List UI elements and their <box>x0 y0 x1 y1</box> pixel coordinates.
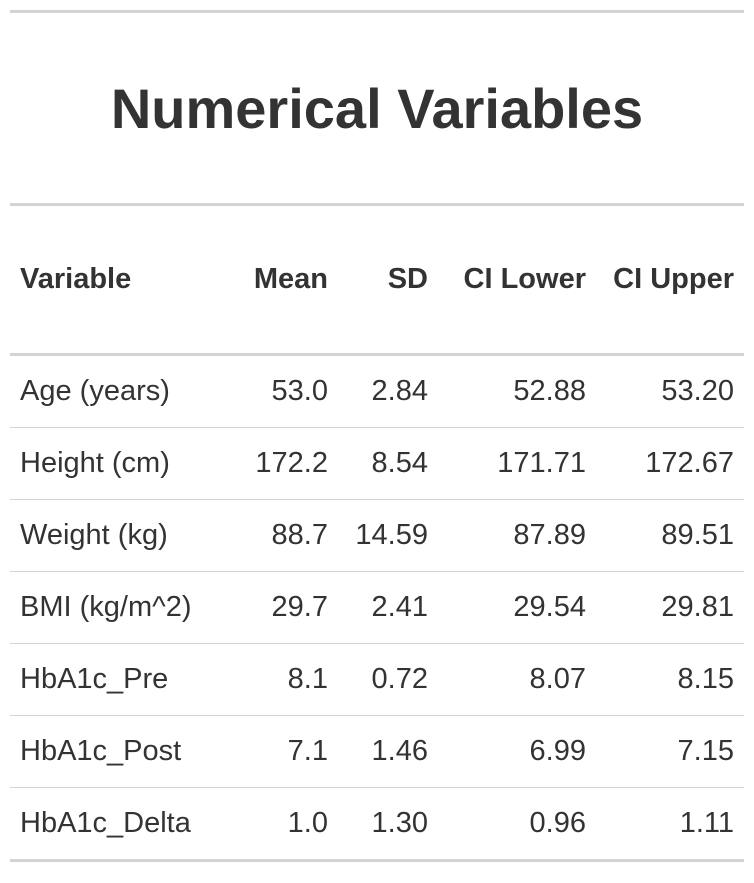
cell-ci-upper: 1.11 <box>596 787 744 862</box>
cell-mean: 1.0 <box>225 787 338 862</box>
top-rule <box>10 10 744 13</box>
cell-sd: 14.59 <box>338 499 438 572</box>
cell-ci-upper: 8.15 <box>596 643 744 716</box>
column-header-mean: Mean <box>225 206 338 356</box>
cell-ci-upper: 53.20 <box>596 354 744 428</box>
column-header-ci-upper: CI Upper <box>596 206 744 356</box>
cell-variable: Height (cm) <box>10 427 225 500</box>
cell-sd: 1.46 <box>338 715 438 788</box>
cell-variable: Age (years) <box>10 354 225 428</box>
table-title: Numerical Variables <box>110 76 644 140</box>
cell-variable: HbA1c_Post <box>10 715 225 788</box>
table-container: Numerical Variables Variable Mean SD CI … <box>10 10 744 862</box>
cell-ci-lower: 8.07 <box>438 643 596 716</box>
table-row: Age (years) 53.0 2.84 52.88 53.20 <box>10 354 744 428</box>
column-header-sd: SD <box>338 206 438 356</box>
cell-ci-lower: 87.89 <box>438 499 596 572</box>
table-row: BMI (kg/m^2) 29.7 2.41 29.54 29.81 <box>10 571 744 644</box>
cell-sd: 0.72 <box>338 643 438 716</box>
cell-mean: 29.7 <box>225 571 338 644</box>
table-row: Weight (kg) 88.7 14.59 87.89 89.51 <box>10 499 744 572</box>
cell-mean: 172.2 <box>225 427 338 500</box>
cell-mean: 88.7 <box>225 499 338 572</box>
table-row: HbA1c_Delta 1.0 1.30 0.96 1.11 <box>10 787 744 862</box>
numerical-variables-table: Variable Mean SD CI Lower CI Upper Age (… <box>10 206 744 862</box>
cell-variable: HbA1c_Delta <box>10 787 225 862</box>
cell-ci-lower: 0.96 <box>438 787 596 862</box>
column-header-variable: Variable <box>10 206 225 356</box>
cell-variable: HbA1c_Pre <box>10 643 225 716</box>
header-row: Variable Mean SD CI Lower CI Upper <box>10 206 744 356</box>
cell-ci-lower: 6.99 <box>438 715 596 788</box>
table-row: Height (cm) 172.2 8.54 171.71 172.67 <box>10 427 744 500</box>
cell-ci-upper: 29.81 <box>596 571 744 644</box>
title-rule <box>10 203 744 206</box>
cell-variable: BMI (kg/m^2) <box>10 571 225 644</box>
cell-ci-upper: 7.15 <box>596 715 744 788</box>
cell-ci-lower: 171.71 <box>438 427 596 500</box>
cell-sd: 2.84 <box>338 354 438 428</box>
cell-variable: Weight (kg) <box>10 499 225 572</box>
cell-sd: 1.30 <box>338 787 438 862</box>
cell-mean: 53.0 <box>225 354 338 428</box>
cell-ci-upper: 89.51 <box>596 499 744 572</box>
table-row: HbA1c_Post 7.1 1.46 6.99 7.15 <box>10 715 744 788</box>
column-header-ci-lower: CI Lower <box>438 206 596 356</box>
cell-mean: 7.1 <box>225 715 338 788</box>
cell-sd: 2.41 <box>338 571 438 644</box>
cell-mean: 8.1 <box>225 643 338 716</box>
cell-ci-lower: 29.54 <box>438 571 596 644</box>
cell-sd: 8.54 <box>338 427 438 500</box>
cell-ci-upper: 172.67 <box>596 427 744 500</box>
cell-ci-lower: 52.88 <box>438 354 596 428</box>
table-row: HbA1c_Pre 8.1 0.72 8.07 8.15 <box>10 643 744 716</box>
